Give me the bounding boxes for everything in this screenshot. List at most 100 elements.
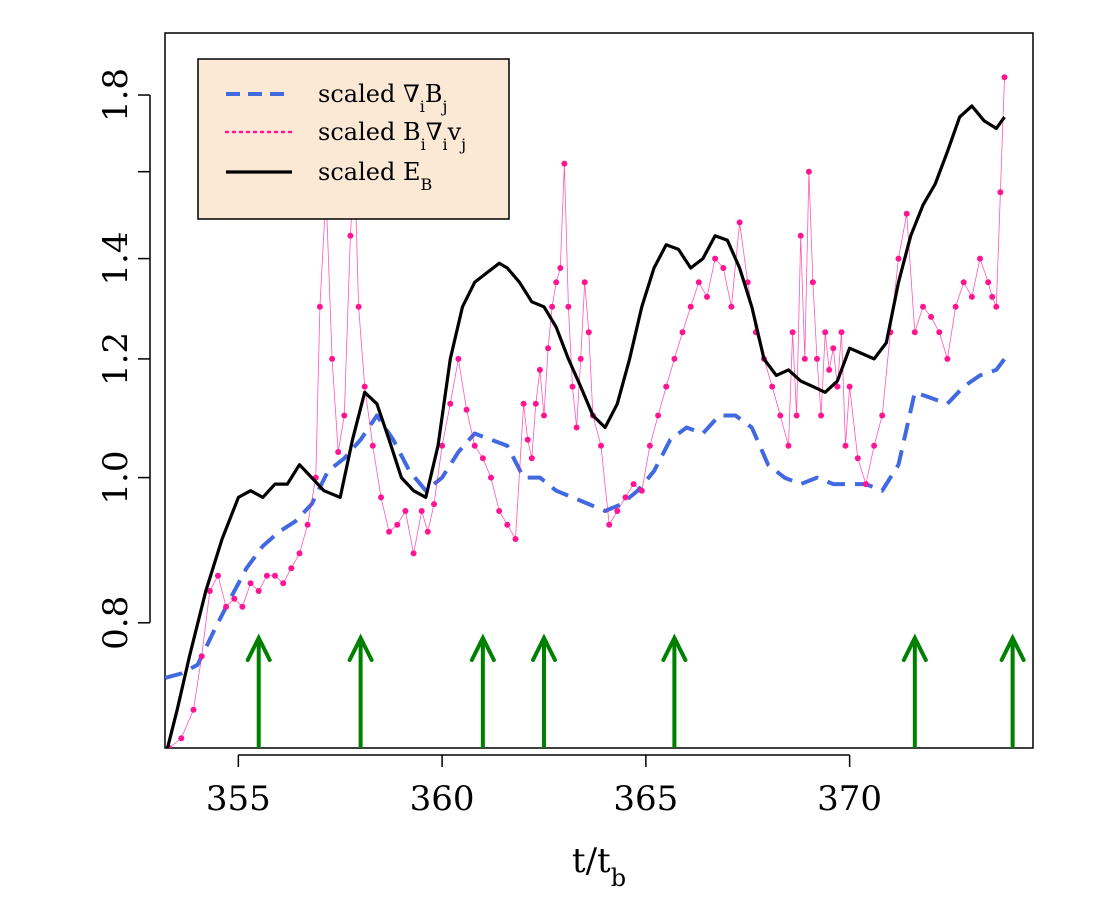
series-line-gradB: [165, 357, 1007, 680]
series-point-BgradV: [255, 588, 262, 594]
y-tick-label: 0.8: [96, 596, 136, 650]
series-point-BgradV: [671, 355, 678, 362]
series-point-BgradV: [854, 455, 861, 462]
series-point-BgradV: [630, 481, 637, 488]
y-tick-label: 1.4: [96, 232, 136, 286]
series-point-BgradV: [826, 366, 833, 373]
series-point-BgradV: [496, 508, 503, 514]
series-point-BgradV: [545, 345, 552, 352]
series-point-BgradV: [818, 412, 825, 419]
series-point-BgradV: [871, 442, 878, 449]
series-point-BgradV: [944, 355, 951, 362]
series-point-BgradV: [304, 521, 311, 528]
series-point-BgradV: [439, 442, 446, 449]
series-point-BgradV: [386, 528, 393, 535]
series-point-BgradV: [479, 455, 486, 462]
series-point-BgradV: [679, 329, 686, 336]
series-point-BgradV: [920, 303, 926, 310]
series-point-BgradV: [728, 303, 735, 310]
series-point-BgradV: [557, 265, 564, 271]
y-tick-label: 1.8: [96, 68, 136, 122]
series-point-BgradV: [695, 279, 702, 286]
x-axis-label: t/tb: [572, 841, 626, 892]
series-point-BgradV: [198, 653, 205, 660]
x-tick-label: 365: [613, 779, 678, 819]
series-point-BgradV: [862, 481, 869, 488]
series-point-BgradV: [431, 501, 437, 508]
event-arrow: [901, 633, 928, 748]
series-point-BgradV: [577, 355, 584, 362]
series-point-BgradV: [316, 303, 323, 310]
series-point-BgradV: [488, 474, 494, 481]
series-point-BgradV: [977, 255, 983, 262]
series-point-BgradV: [805, 168, 812, 175]
series-point-BgradV: [341, 412, 348, 419]
x-tick-label: 360: [410, 779, 475, 819]
series-point-BgradV: [846, 383, 853, 390]
plot-frame: [164, 32, 1034, 749]
series-point-BgradV: [785, 442, 792, 449]
series-point-BgradV: [903, 210, 910, 217]
series-point-BgradV: [424, 528, 431, 535]
series-point-BgradV: [361, 383, 368, 390]
event-arrow: [347, 633, 374, 748]
series-point-BgradV: [879, 412, 886, 419]
series-point-BgradV: [565, 303, 572, 310]
series-point-BgradV: [809, 279, 816, 286]
series-point-BgradV: [769, 383, 776, 390]
y-axis: 0.8 1.0 1.2 1.4 1.8: [96, 68, 151, 650]
series-point-BgradV: [989, 293, 996, 300]
series-point-BgradV: [378, 494, 384, 501]
series-point-BgradV: [524, 436, 531, 443]
series-point-BgradV: [622, 494, 629, 501]
series-point-BgradV: [512, 536, 519, 542]
series-point-BgradV: [418, 508, 425, 514]
series-point-BgradV: [561, 160, 568, 167]
series-point-BgradV: [598, 442, 604, 449]
event-arrow: [469, 633, 496, 748]
series-point-BgradV: [231, 595, 238, 602]
series-point-BgradV: [355, 303, 362, 310]
series-point-BgradV: [895, 255, 902, 262]
series-line-EB: [165, 104, 1006, 748]
series-point-BgradV: [347, 232, 354, 239]
series-point-BgradV: [797, 232, 804, 239]
series-point-BgradV: [272, 572, 278, 579]
series-point-BgradV: [410, 550, 417, 557]
event-arrow: [245, 633, 272, 748]
legend-label-EB: scaled EB: [318, 158, 432, 194]
series-point-BgradV: [206, 588, 213, 594]
series-point-BgradV: [296, 550, 303, 557]
series-point-BgradV: [463, 406, 470, 413]
series-point-BgradV: [736, 219, 743, 226]
series-point-BgradV: [834, 383, 841, 390]
event-arrow: [661, 633, 688, 748]
series-point-BgradV: [280, 580, 287, 587]
series-point-BgradV: [239, 603, 246, 610]
series-point-BgradV: [663, 383, 670, 390]
legend-label-gradB: scaled ∇iBj: [318, 80, 447, 116]
series-point-BgradV: [687, 303, 694, 310]
x-tick-label: 370: [817, 779, 882, 819]
series-point-BgradV: [1001, 74, 1008, 81]
series-point-BgradV: [985, 279, 992, 286]
series-point-BgradV: [911, 329, 918, 336]
series-point-BgradV: [993, 303, 1000, 310]
series-point-BgradV: [646, 442, 653, 449]
series-point-BgradV: [801, 355, 808, 362]
y-tick-label: 1.2: [96, 332, 136, 386]
series-point-BgradV: [394, 521, 401, 528]
series-point-BgradV: [549, 303, 556, 310]
series-point-BgradV: [541, 412, 547, 419]
series-point-BgradV: [777, 412, 784, 419]
series-point-BgradV: [178, 735, 185, 742]
series-point-BgradV: [793, 412, 800, 419]
series-point-BgradV: [215, 572, 221, 579]
legend-label-BgradV: scaled Bi∇ivj: [318, 118, 466, 154]
series-point-BgradV: [288, 565, 295, 572]
series-point-BgradV: [704, 293, 710, 300]
series-point-BgradV: [830, 345, 837, 352]
series-point-BgradV: [247, 580, 254, 587]
